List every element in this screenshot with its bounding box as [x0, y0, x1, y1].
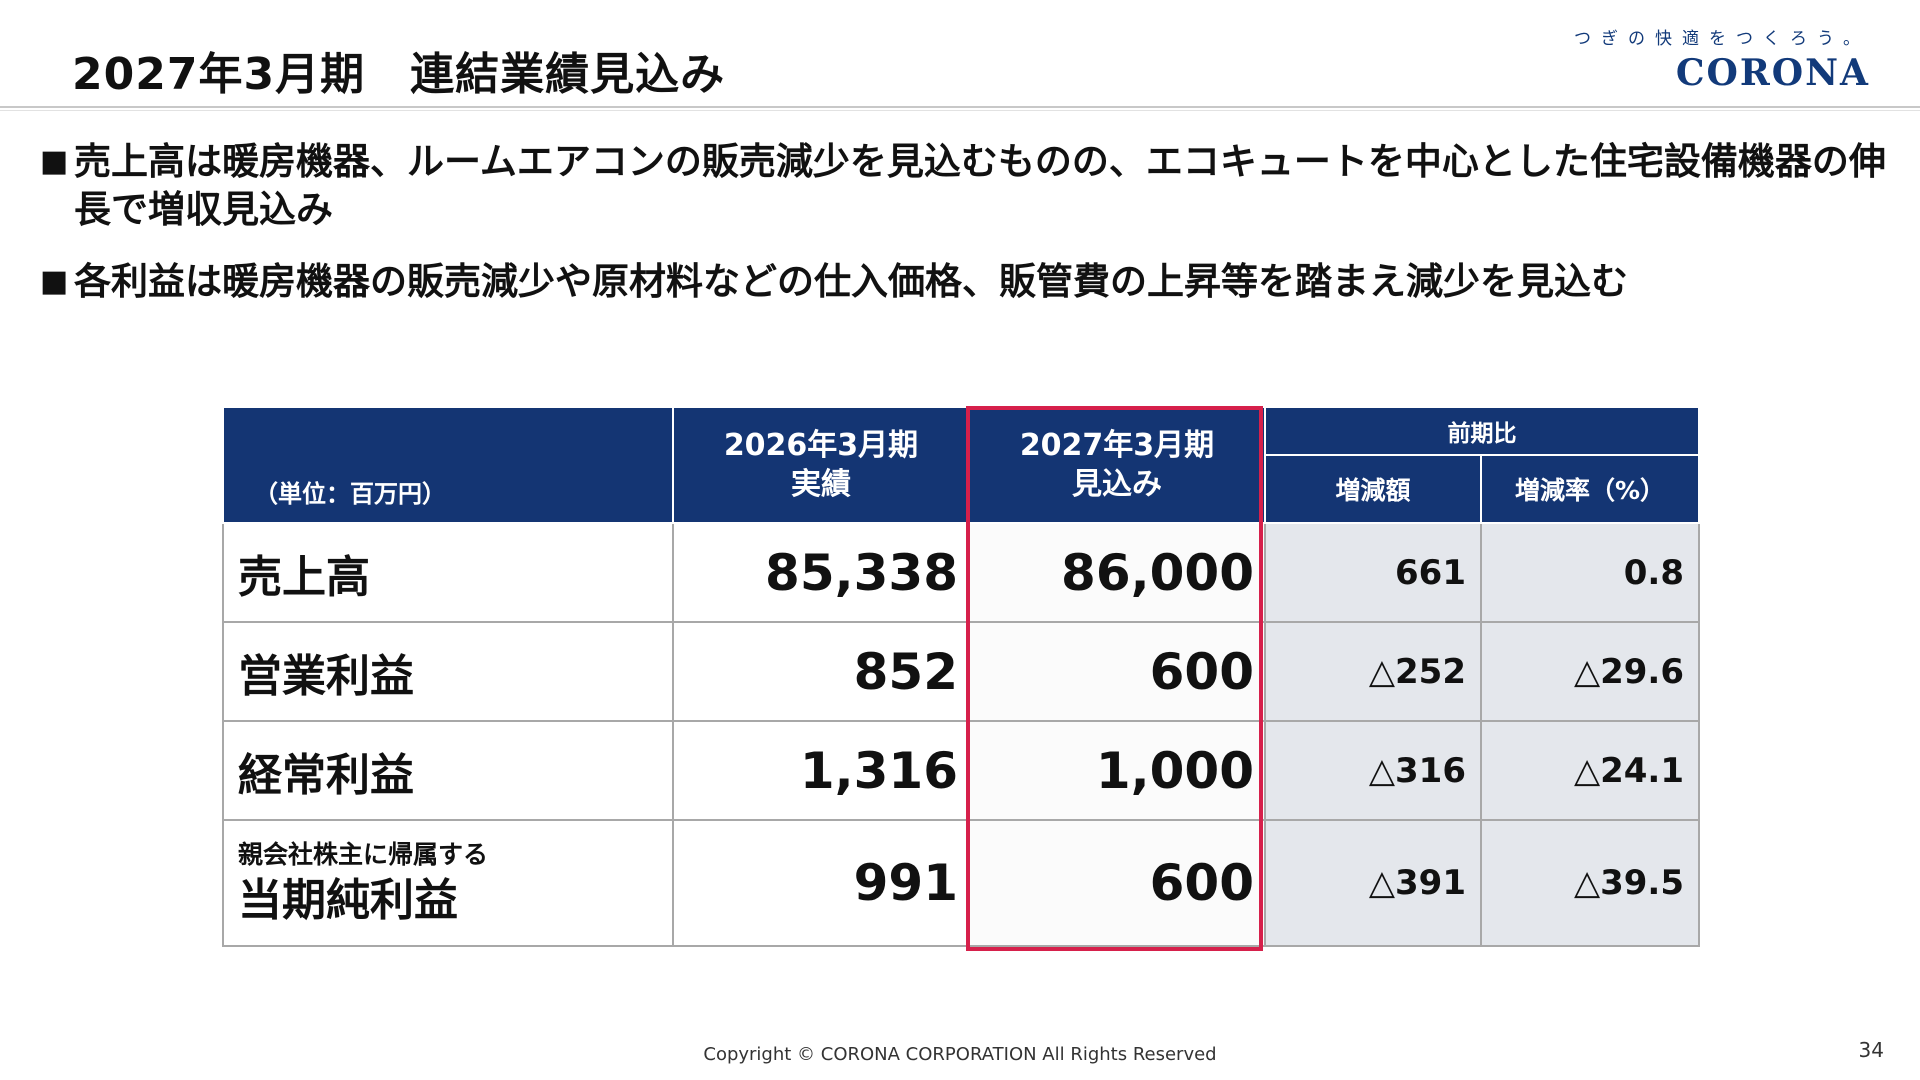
row-item-label-group: 親会社株主に帰属する 当期純利益 — [222, 819, 674, 947]
earnings-forecast-table: （単位：百万円） 2026年3月期 実績 2027年3月期 見込み 前期比 増減… — [222, 406, 1700, 947]
row-item-label: 当期純利益 — [238, 875, 458, 926]
table-row: 親会社株主に帰属する 当期純利益 991 600 △391 △39.5 — [222, 819, 1700, 947]
cell-change: △252 — [1264, 621, 1482, 722]
page-title: 2027年3月期 連結業績見込み — [72, 49, 726, 100]
cell-forecast: 600 — [968, 819, 1266, 947]
cell-rate: △24.1 — [1480, 720, 1700, 821]
cell-change: 661 — [1264, 522, 1482, 623]
title-divider-shadow — [0, 110, 1920, 111]
col-header-forecast: 2027年3月期 見込み — [968, 406, 1266, 524]
logo-tagline: つぎの快適をつくろう。 — [1574, 29, 1870, 49]
table-header-row: （単位：百万円） 2026年3月期 実績 2027年3月期 見込み 前期比 — [222, 406, 1700, 524]
bullet-text: 各利益は暖房機器の販売減少や原材料などの仕入価格、販管費の上昇等を踏まえ減少を見… — [74, 260, 1628, 303]
col-header-change: 増減額 — [1264, 454, 1482, 524]
cell-actual: 1,316 — [672, 720, 970, 821]
table-row: 営業利益 852 600 △252 △29.6 — [222, 621, 1700, 722]
logo-wordmark: CORONA — [1675, 52, 1870, 94]
table-row: 経常利益 1,316 1,000 △316 △24.1 — [222, 720, 1700, 821]
col-header-actual: 2026年3月期 実績 — [672, 406, 970, 524]
square-bullet-icon: ■ — [40, 264, 69, 299]
cell-forecast: 86,000 — [968, 522, 1266, 623]
col-header-actual-period: 2026年3月期 — [723, 428, 919, 463]
col-header-actual-type: 実績 — [791, 467, 851, 502]
cell-rate: △29.6 — [1480, 621, 1700, 722]
unit-label: （単位：百万円） — [222, 406, 674, 524]
title-divider — [0, 106, 1920, 108]
cell-actual: 852 — [672, 621, 970, 722]
cell-actual: 85,338 — [672, 522, 970, 623]
table-subheader-row: 増減額 増減率（%） — [223, 454, 1700, 524]
col-header-forecast-type: 見込み — [1072, 467, 1162, 502]
row-item-sublabel: 親会社株主に帰属する — [238, 840, 489, 869]
table-row: 売上高 85,338 86,000 661 0.8 — [222, 522, 1700, 623]
cell-rate: 0.8 — [1480, 522, 1700, 623]
row-item-label: 売上高 — [222, 522, 674, 623]
cell-actual: 991 — [672, 819, 970, 947]
bullet-item: ■ 売上高は暖房機器、ルームエアコンの販売減少を見込むものの、エコキュートを中心… — [40, 138, 1890, 234]
row-item-label: 経常利益 — [222, 720, 674, 821]
bullet-text: 売上高は暖房機器、ルームエアコンの販売減少を見込むものの、エコキュートを中心とし… — [74, 140, 1886, 231]
bullet-item: ■ 各利益は暖房機器の販売減少や原材料などの仕入価格、販管費の上昇等を踏まえ減少… — [40, 258, 1890, 306]
cell-rate: △39.5 — [1480, 819, 1700, 947]
bullet-list: ■ 売上高は暖房機器、ルームエアコンの販売減少を見込むものの、エコキュートを中心… — [40, 138, 1890, 330]
cell-forecast: 600 — [968, 621, 1266, 722]
row-item-label: 営業利益 — [222, 621, 674, 722]
square-bullet-icon: ■ — [40, 144, 69, 179]
page-number: 34 — [1858, 1038, 1884, 1062]
cell-change: △316 — [1264, 720, 1482, 821]
cell-forecast: 1,000 — [968, 720, 1266, 821]
company-logo: つぎの快適をつくろう。 CORONA — [1574, 24, 1870, 91]
copyright-notice: Copyright © CORONA CORPORATION All Right… — [703, 1044, 1217, 1065]
col-header-rate: 増減率（%） — [1480, 454, 1700, 524]
col-header-forecast-period: 2027年3月期 — [1019, 428, 1215, 463]
col-group-yoy: 前期比 — [1264, 406, 1700, 456]
cell-change: △391 — [1264, 819, 1482, 947]
